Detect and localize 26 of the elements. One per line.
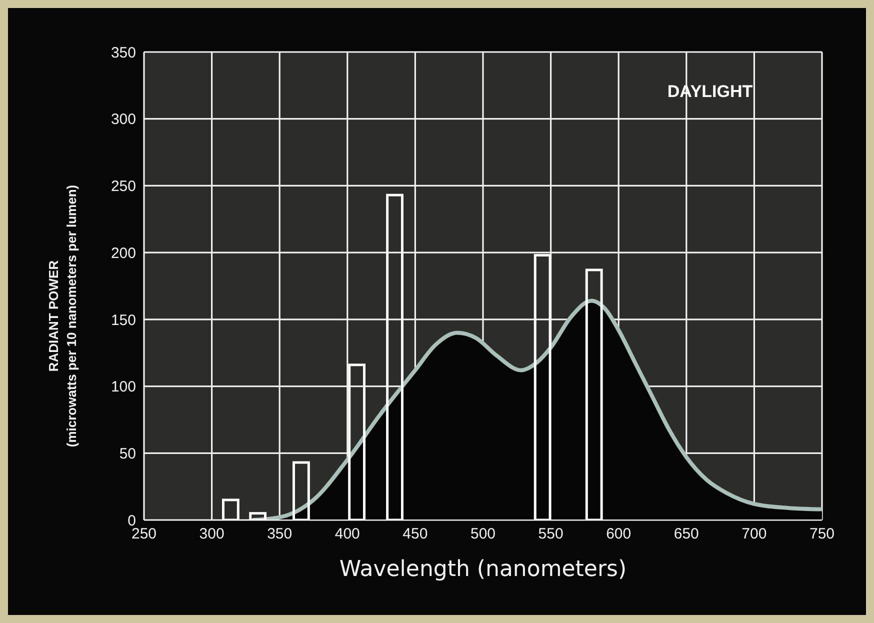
x-tick-label: 750 bbox=[809, 526, 835, 543]
bar bbox=[222, 498, 240, 520]
y-tick-label: 150 bbox=[110, 312, 136, 329]
bar bbox=[386, 194, 404, 520]
x-tick-label: 300 bbox=[199, 526, 224, 543]
x-axis-title: Wavelength (nanometers) bbox=[339, 557, 627, 582]
y-axis-title: RADIANT POWER (microwatts per 10 nanometers per lumen) bbox=[46, 184, 79, 448]
x-tick-label: 550 bbox=[538, 526, 564, 543]
x-tick-label: 600 bbox=[606, 526, 632, 543]
y-tick-label: 350 bbox=[110, 44, 136, 62]
y-tick-label: 100 bbox=[110, 378, 136, 396]
x-tick-label: 450 bbox=[402, 526, 428, 543]
x-tick-label: 700 bbox=[742, 526, 767, 543]
bar bbox=[534, 254, 552, 520]
x-tick-label: 350 bbox=[267, 526, 292, 543]
bar bbox=[249, 512, 267, 520]
x-tick-label: 400 bbox=[334, 526, 360, 543]
y-tick-label: 300 bbox=[110, 111, 136, 128]
y-tick-label: 200 bbox=[110, 244, 136, 262]
bar bbox=[585, 268, 603, 520]
x-tick-label: 650 bbox=[674, 526, 699, 543]
y-tick-label: 250 bbox=[110, 178, 136, 196]
x-tick-label: 500 bbox=[470, 526, 496, 543]
bar bbox=[348, 364, 366, 520]
y-tick-label: 50 bbox=[119, 445, 136, 462]
bar bbox=[292, 461, 310, 520]
